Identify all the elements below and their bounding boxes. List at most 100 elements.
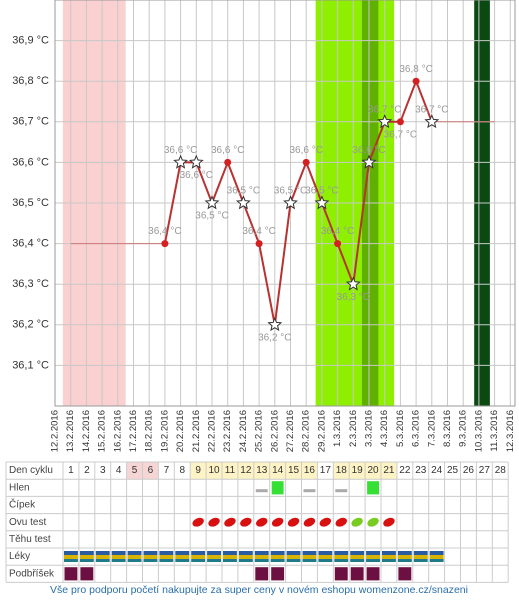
med-icon	[238, 559, 253, 562]
value-label: 36,7 °C	[368, 104, 401, 115]
med-icon	[334, 551, 349, 555]
med-icon	[79, 551, 94, 555]
day-cell-bg	[285, 462, 302, 480]
x-tick-label: 7.3.2016	[426, 410, 437, 447]
x-tick-label: 12.2.2016	[50, 410, 61, 452]
day-cell-bg	[269, 462, 286, 480]
med-icon	[238, 551, 253, 555]
star-marker	[424, 113, 440, 129]
day-number: 28	[495, 465, 507, 476]
x-tick-label: 27.2.2016	[285, 410, 296, 452]
day-number: 17	[320, 465, 332, 476]
med-icon	[143, 555, 158, 559]
med-icon	[111, 559, 126, 562]
day-cell-bg	[222, 462, 238, 480]
x-tick-label: 17.2.2016	[128, 410, 139, 452]
med-icon	[111, 555, 126, 559]
day-number: 14	[272, 465, 284, 476]
med-icon	[286, 555, 301, 559]
x-tick-label: 20.2.2016	[175, 410, 186, 452]
x-tick-label: 15.2.2016	[97, 410, 108, 452]
x-tick-label: 25.2.2016	[254, 410, 265, 452]
x-tick-label: 11.3.2016	[489, 410, 500, 452]
day-cell-bg	[174, 462, 191, 480]
x-tick-label: 22.2.2016	[207, 410, 218, 452]
med-icon	[270, 551, 285, 555]
day-number: 7	[164, 465, 170, 476]
med-icon	[191, 559, 206, 562]
plot-frame	[54, 0, 516, 407]
mucus-icon	[255, 489, 268, 493]
med-icon	[318, 551, 333, 555]
ovu-test-icon	[208, 517, 220, 527]
med-icon	[350, 551, 365, 555]
star-marker	[283, 195, 298, 210]
ovu-test-icon	[287, 517, 300, 527]
day-cell-bg	[444, 462, 461, 480]
value-label: 36,5 °C	[195, 211, 228, 222]
value-label: 36,5 °C	[227, 186, 260, 197]
day-cell-bg	[317, 462, 334, 480]
value-label: 36,5 °C	[305, 186, 338, 197]
value-label: 36,5 °C	[274, 186, 307, 197]
dot-marker	[396, 118, 404, 126]
med-icon	[175, 555, 190, 559]
med-icon	[223, 559, 237, 562]
ovu-test-icon	[303, 517, 316, 527]
day-cell-bg	[158, 462, 175, 480]
day-number: 12	[240, 465, 252, 476]
row-label: Den cyklu	[9, 465, 53, 476]
value-label: 36,7 °C	[415, 104, 448, 115]
med-icon	[143, 559, 158, 562]
star-marker	[377, 113, 393, 129]
value-label: 36,6 °C	[289, 145, 322, 156]
day-number: 26	[463, 465, 475, 476]
med-icon	[175, 551, 190, 555]
pain-icon	[255, 567, 269, 581]
value-label: 36,6 °C	[164, 145, 197, 156]
day-cell-bg	[110, 462, 127, 480]
med-icon	[302, 551, 317, 555]
med-icon	[302, 559, 317, 562]
med-icon	[254, 551, 269, 555]
star-marker	[345, 276, 361, 291]
day-number: 10	[208, 465, 220, 476]
star-marker	[173, 154, 189, 169]
dot-marker	[334, 240, 342, 248]
x-tick-label: 29.2.2016	[316, 410, 327, 452]
med-icon	[127, 555, 142, 559]
ovu-test-icon	[319, 517, 332, 527]
x-tick-label: 3.3.2016	[364, 410, 375, 447]
med-icon	[143, 551, 158, 555]
x-tick-label: 23.2.2016	[222, 410, 233, 452]
med-icon	[254, 555, 269, 559]
med-icon	[366, 555, 380, 559]
y-tick-label: 36,5 °C	[12, 197, 49, 209]
med-icon	[429, 555, 444, 559]
day-number: 23	[415, 465, 427, 476]
med-icon	[207, 559, 221, 562]
row-label: Podbříšek	[9, 568, 55, 579]
med-icon	[382, 551, 396, 555]
med-icon	[191, 551, 206, 555]
y-tick-label: 36,4 °C	[12, 238, 49, 250]
med-icon	[366, 559, 380, 562]
med-icon	[286, 551, 301, 555]
footer-link[interactable]: Vše pro podporu početí nakupujte za supe…	[50, 584, 468, 596]
med-icon	[413, 559, 428, 562]
med-icon	[95, 559, 110, 562]
day-cell-bg	[237, 462, 254, 480]
med-icon	[397, 555, 412, 559]
day-number: 1	[68, 465, 74, 476]
day-cell-bg	[476, 462, 493, 480]
day-number: 21	[383, 465, 395, 476]
day-cell-bg	[460, 462, 477, 480]
day-number: 6	[148, 465, 154, 476]
day-cell-bg	[190, 462, 207, 480]
value-label: 36,4 °C	[321, 226, 354, 237]
day-number: 22	[399, 465, 411, 476]
day-cell-bg	[78, 462, 95, 480]
star-marker	[361, 154, 377, 169]
ovu-test-icon	[271, 517, 284, 527]
med-icon	[270, 555, 285, 559]
